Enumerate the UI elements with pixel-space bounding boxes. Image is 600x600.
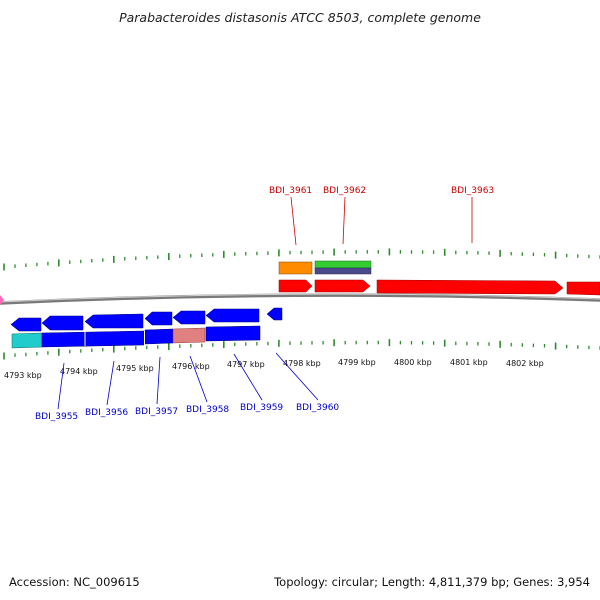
scale-label: 4793 kbp [4, 371, 42, 380]
accession-text: Accession: NC_009615 [9, 575, 140, 589]
tick-marks-forward [3, 248, 600, 271]
cds-bdi-3955-3957[interactable] [41, 330, 145, 348]
gene-reverse-6[interactable] [205, 308, 260, 323]
genome-backbone-highlight [0, 293, 600, 303]
gene-next-forward[interactable] [566, 281, 600, 296]
feature-slate[interactable] [314, 267, 372, 275]
scale-label: 4801 kbp [450, 358, 488, 367]
gene-label-bdi-3960[interactable]: BDI_3960 [296, 403, 339, 413]
gene-label-bdi-3955[interactable]: BDI_3955 [35, 412, 78, 422]
feature-pink[interactable] [172, 327, 206, 344]
map-title: Parabacteroides distasonis ATCC 8503, co… [119, 10, 481, 25]
feature-orange[interactable] [278, 261, 313, 275]
forward-strand [278, 260, 600, 296]
scale-label: 4794 kbp [60, 367, 98, 376]
gene-label-bdi-3962[interactable]: BDI_3962 [323, 186, 366, 196]
scale-label: 4797 kbp [227, 360, 265, 369]
gene-label-bdi-3957[interactable]: BDI_3957 [135, 407, 178, 417]
gene-reverse-2[interactable] [41, 315, 84, 331]
leader-line [57, 362, 65, 410]
gene-reverse-4[interactable] [144, 311, 173, 326]
leader-line [189, 355, 208, 403]
scale-labels: 4793 kbp 4794 kbp 4795 kbp 4796 kbp 4797… [4, 358, 544, 380]
leader-line [275, 352, 319, 401]
gene-reverse-3[interactable] [84, 313, 144, 329]
genome-summary-text: Topology: circular; Length: 4,811,379 bp… [273, 575, 590, 589]
scale-label: 4800 kbp [394, 358, 432, 367]
leader-line [233, 353, 263, 401]
reverse-strand [10, 307, 283, 349]
gene-reverse-1[interactable] [10, 317, 42, 332]
cds-bdi-3958[interactable] [144, 328, 174, 345]
gene-label-bdi-3958[interactable]: BDI_3958 [186, 405, 229, 415]
partial-feature-marker [0, 295, 4, 305]
gene-reverse-5[interactable] [172, 310, 206, 325]
feature-cyan[interactable] [11, 332, 43, 349]
tick-marks-reverse [3, 339, 600, 360]
scale-label: 4802 kbp [506, 359, 544, 368]
gene-label-bdi-3956[interactable]: BDI_3956 [85, 408, 128, 418]
reverse-gene-labels: BDI_3955 BDI_3956 BDI_3957 BDI_3958 BDI_… [35, 352, 339, 422]
scale-label: 4799 kbp [338, 358, 376, 367]
leader-line [342, 196, 346, 245]
gene-label-bdi-3961[interactable]: BDI_3961 [269, 186, 312, 196]
gene-bdi-3962[interactable] [314, 279, 371, 293]
forward-gene-labels: BDI_3961 BDI_3962 BDI_3963 [269, 186, 494, 246]
gene-bdi-3961[interactable] [278, 279, 313, 293]
gene-bdi-3963[interactable] [376, 279, 564, 295]
feature-green[interactable] [314, 260, 372, 269]
leader-line [290, 196, 297, 246]
scale-label: 4796 kbp [172, 362, 210, 371]
gene-label-bdi-3959[interactable]: BDI_3959 [240, 403, 283, 413]
scale-label: 4795 kbp [116, 364, 154, 373]
genome-backbone [0, 293, 600, 305]
leader-line [156, 356, 161, 405]
gene-label-bdi-3963[interactable]: BDI_3963 [451, 186, 494, 196]
leader-line [106, 360, 115, 406]
cds-bdi-3960[interactable] [205, 325, 261, 342]
scale-label: 4798 kbp [283, 359, 321, 368]
gene-reverse-7[interactable] [266, 307, 283, 321]
